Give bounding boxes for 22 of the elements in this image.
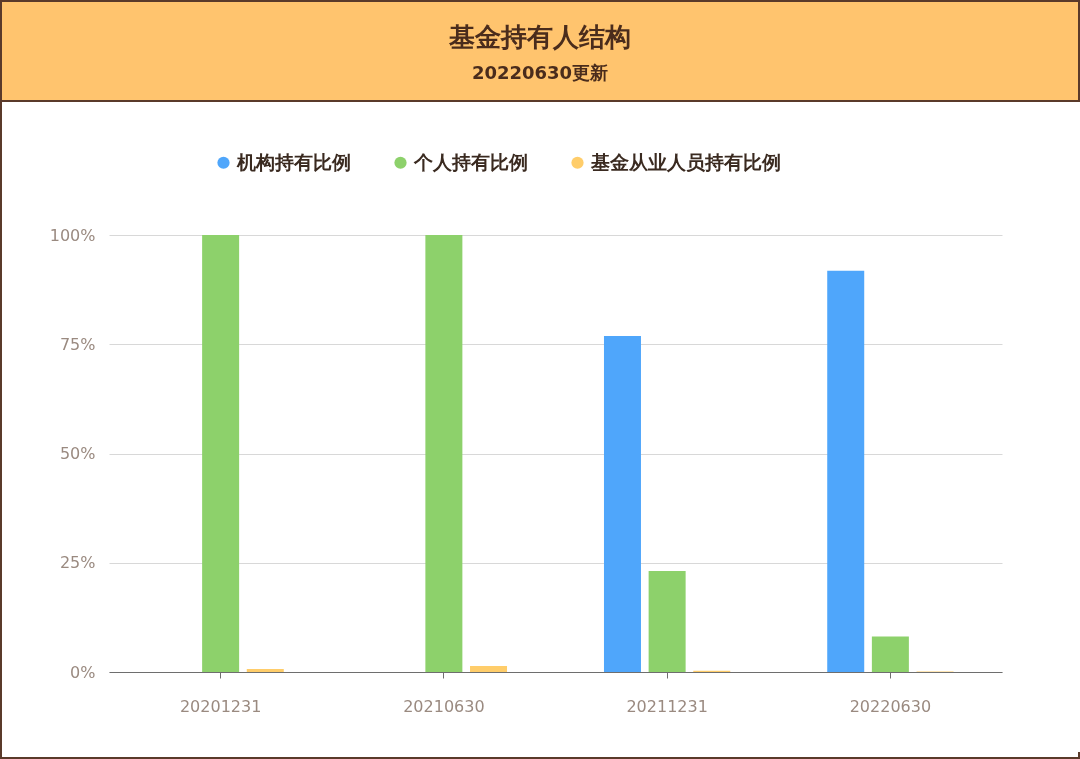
legend-label: 基金从业人员持有比例 xyxy=(590,150,781,173)
y-tick-label: 50% xyxy=(59,444,96,463)
y-tick-label: 100% xyxy=(49,225,96,245)
bar xyxy=(246,668,284,672)
x-tick-label: 20220630 xyxy=(849,696,932,716)
bar xyxy=(871,636,909,672)
bar xyxy=(827,270,865,672)
legend-label: 个人持有比例 xyxy=(413,150,528,173)
bar xyxy=(648,571,686,672)
bar xyxy=(202,235,240,672)
x-tick-label: 20211231 xyxy=(626,696,708,716)
legend-label: 机构持有比例 xyxy=(236,150,351,173)
bar xyxy=(603,335,641,672)
y-tick-label: 25% xyxy=(59,553,96,573)
chart-subtitle: 20220630更新 xyxy=(470,61,610,85)
bar xyxy=(425,235,463,672)
x-tick-label: 20201231 xyxy=(179,696,262,716)
y-tick-label: 0% xyxy=(70,662,96,682)
y-tick-label: 75% xyxy=(59,334,96,354)
bar xyxy=(470,665,508,672)
chart-title: 基金持有人结构 xyxy=(448,21,632,54)
x-tick-label: 20210630 xyxy=(403,696,485,716)
